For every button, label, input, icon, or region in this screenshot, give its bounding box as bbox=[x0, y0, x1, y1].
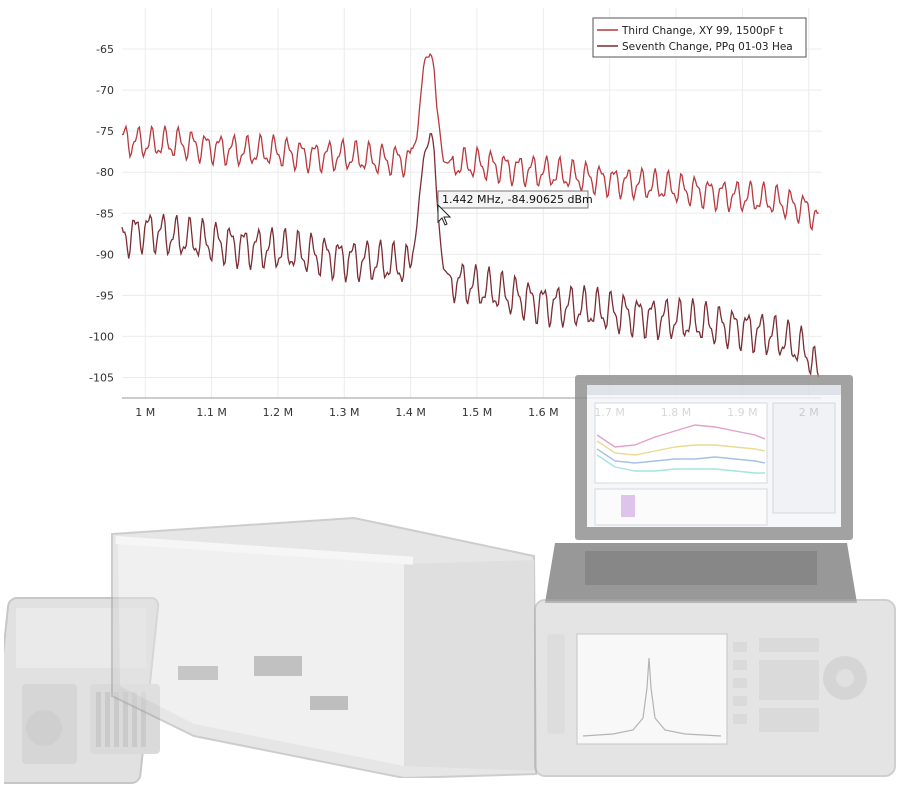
grid-lines bbox=[122, 8, 822, 398]
y-tick-label: -95 bbox=[96, 289, 114, 302]
mouse-cursor-icon bbox=[437, 203, 452, 226]
x-tick-label: 1.1 M bbox=[196, 406, 226, 419]
x-tick-label: 1.6 M bbox=[528, 406, 558, 419]
x-tick-label: 1 M bbox=[135, 406, 155, 419]
laptop-with-software-photo bbox=[545, 375, 857, 603]
legend-box bbox=[592, 17, 807, 58]
hover-tooltip: 1.442 MHz, -84.90625 dBm bbox=[437, 190, 593, 226]
spectrum-line-chart: -65 -70 -75 -80 -85 -90 -95 -100 -105 1 M 1.1 M 1.… bbox=[89, 8, 822, 419]
tooltip-box bbox=[437, 190, 589, 209]
y-tick-label: -75 bbox=[96, 125, 114, 138]
series-lines bbox=[121, 52, 820, 378]
x-tick-label: 1.2 M bbox=[263, 406, 293, 419]
legend: Third Change, XY 99, 1500pF t Seventh Ch… bbox=[592, 17, 807, 58]
series-line-third-change-xy-99-1500pf-t bbox=[121, 52, 819, 232]
x-tick-label: 1.3 M bbox=[329, 406, 359, 419]
y-tick-label: -85 bbox=[96, 207, 114, 220]
y-tick-label: -100 bbox=[89, 330, 114, 343]
y-tick-labels: -65 -70 -75 -80 -85 -90 -95 -100 -105 bbox=[89, 43, 114, 384]
y-tick-label: -65 bbox=[96, 43, 114, 56]
x-tick-label: 1.5 M bbox=[462, 406, 492, 419]
spectrum-analyzer-instrument-photo bbox=[534, 599, 896, 777]
y-tick-label: -70 bbox=[96, 84, 114, 97]
legend-label-third-change: Third Change, XY 99, 1500pF t bbox=[621, 25, 783, 37]
legend-label-seventh-change: Seventh Change, PPq 01-03 Hea bbox=[622, 41, 793, 53]
series-line-seventh-change-ppq-01-03-hea bbox=[121, 133, 820, 378]
tooltip-label: 1.442 MHz, -84.90625 dBm bbox=[442, 193, 593, 206]
y-tick-label: -80 bbox=[96, 166, 114, 179]
y-tick-label: -105 bbox=[89, 371, 114, 384]
x-tick-label: 1.4 M bbox=[395, 406, 425, 419]
shielded-test-enclosure-photo bbox=[111, 516, 538, 778]
y-tick-label: -90 bbox=[96, 248, 114, 261]
